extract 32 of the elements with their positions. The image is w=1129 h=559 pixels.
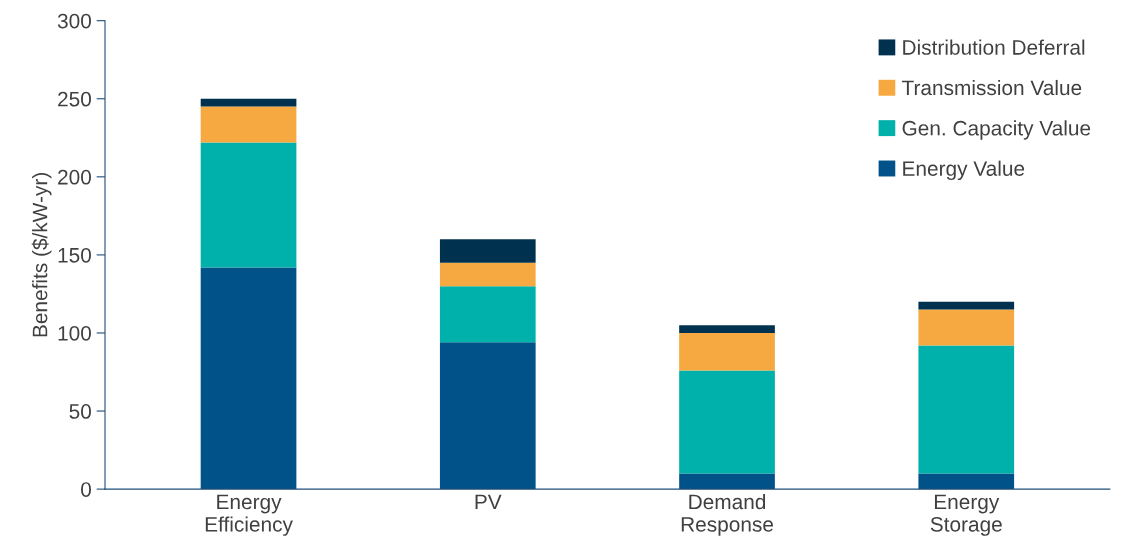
bar bbox=[200, 106, 297, 143]
bar bbox=[200, 98, 297, 107]
y-tick-label: 300 bbox=[57, 13, 91, 29]
bar bbox=[439, 342, 536, 490]
bar bbox=[439, 239, 536, 263]
bar bbox=[918, 309, 1015, 346]
x-tick-label: Energy Efficiency bbox=[205, 494, 293, 536]
x-tick-label: Demand Response bbox=[681, 493, 773, 536]
y-tick-label: 250 bbox=[58, 91, 91, 107]
bar bbox=[679, 370, 775, 474]
x-tick-label: Energy Storage bbox=[930, 494, 1002, 536]
bar bbox=[200, 267, 297, 490]
x-tick-label: PV bbox=[475, 494, 502, 510]
y-tick-label: 150 bbox=[58, 247, 91, 263]
y-tick-label: 0 bbox=[81, 482, 91, 497]
bar bbox=[679, 332, 775, 371]
legend-label: Transmission Value bbox=[901, 79, 1082, 96]
y-axis-title: Benefits ($/kW-yr) bbox=[31, 173, 52, 337]
y-tick-label: 200 bbox=[58, 169, 91, 185]
legend-label: Distribution Deferral bbox=[903, 39, 1085, 55]
y-tick-label: 100 bbox=[58, 325, 91, 341]
legend-label: Gen. Capacity Value bbox=[902, 120, 1091, 140]
bar bbox=[918, 345, 1015, 474]
bar bbox=[200, 142, 297, 268]
bar bbox=[918, 473, 1015, 490]
bar bbox=[679, 473, 775, 490]
bar bbox=[679, 325, 775, 333]
bar bbox=[439, 262, 536, 287]
legend-label: Energy Value bbox=[903, 160, 1025, 181]
bar bbox=[439, 286, 536, 343]
bar bbox=[918, 301, 1015, 310]
y-tick-label: 50 bbox=[69, 404, 91, 419]
